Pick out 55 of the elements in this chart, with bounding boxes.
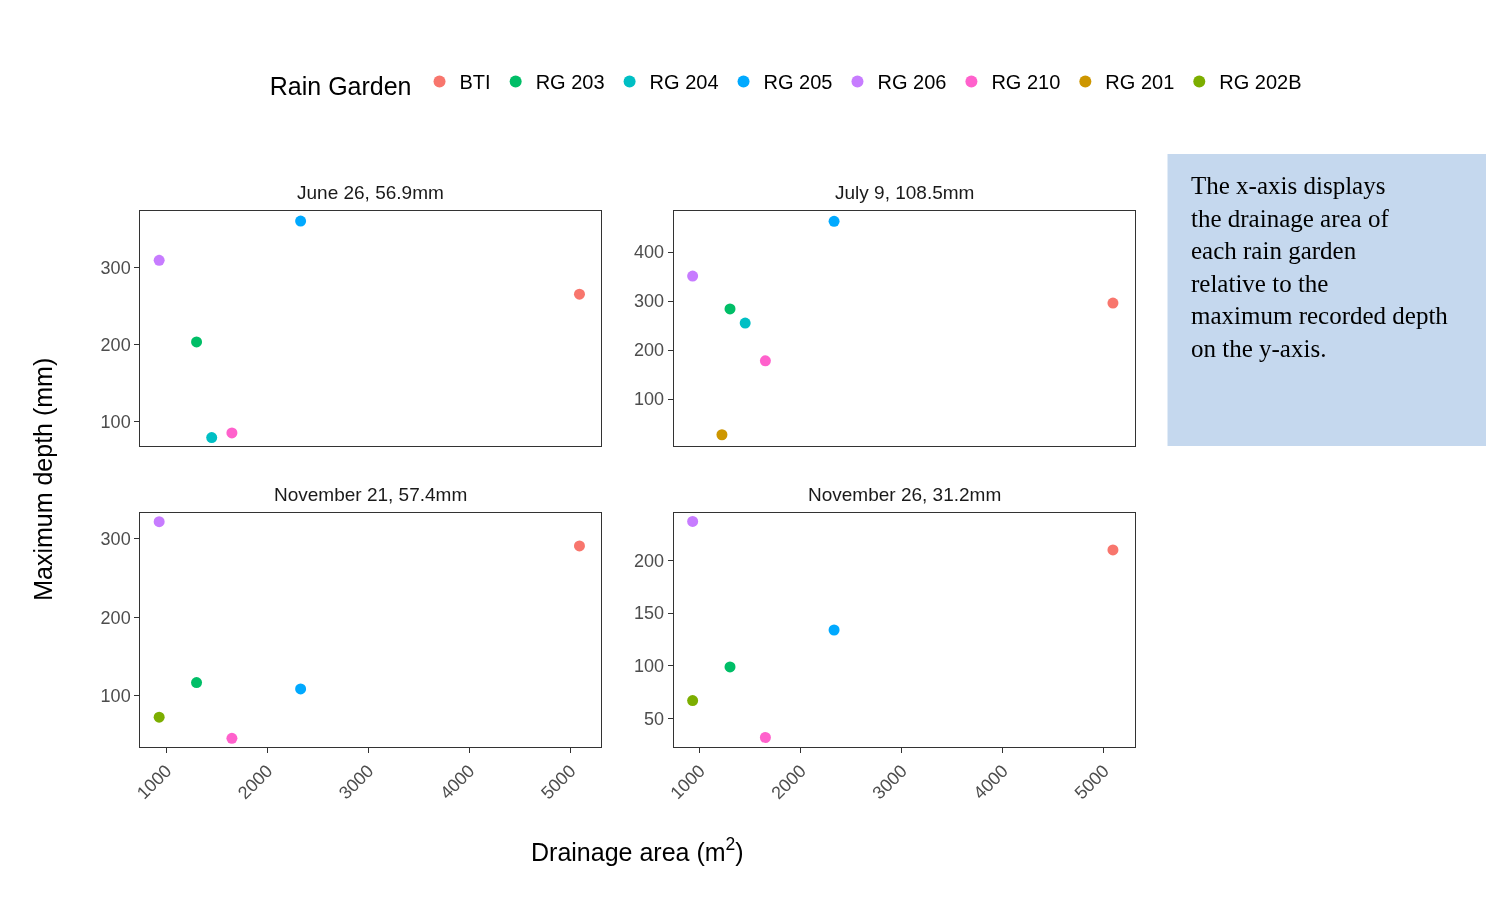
chart-title: June 26, 56.9mm: [297, 182, 444, 203]
point: [573, 288, 585, 300]
point: [206, 432, 218, 444]
y-tick-label: 50: [644, 708, 665, 729]
point: [191, 677, 203, 689]
y-tick-label: 200: [100, 607, 131, 628]
point: [739, 317, 751, 329]
point: [573, 540, 585, 552]
y-tick-label: 200: [634, 550, 665, 571]
point: [687, 270, 699, 282]
legend-label: RG 206: [877, 71, 947, 94]
point: [759, 355, 771, 367]
y-tick-label: 200: [100, 334, 131, 355]
chart-title: November 26, 31.2mm: [808, 484, 1002, 505]
legend-label: RG 205: [763, 71, 833, 94]
point: [759, 732, 771, 744]
y-tick-label: 300: [634, 291, 665, 312]
x-axis-title: Drainage area (m$^{2}$): [531, 834, 744, 866]
point: [295, 215, 307, 227]
chart-title: July 9, 108.5mm: [835, 182, 975, 203]
point: [1107, 544, 1119, 556]
legend-label: RG 210: [991, 71, 1061, 94]
point: [191, 336, 203, 348]
y-tick-label: 100: [100, 411, 131, 432]
legend-label: RG 202B: [1219, 71, 1302, 94]
y-tick-label: 100: [634, 656, 665, 677]
text: The x-axis displays the drainage area of each rain garden relative to the maximum recorded depth on the y-axis.: [1191, 172, 1449, 362]
point: [716, 429, 728, 441]
y-tick-label: 100: [100, 686, 131, 707]
point: [724, 303, 736, 315]
y-tick-label: 100: [634, 389, 665, 410]
point: [226, 732, 238, 744]
point: [687, 695, 699, 707]
legend-label: RG 204: [649, 71, 719, 94]
point: [828, 624, 840, 636]
y-tick-label: 300: [100, 529, 131, 550]
legend-label: RG 201: [1105, 71, 1175, 94]
legend-label: BTI: [459, 71, 491, 94]
y-axis-title: Maximum depth (mm): [28, 357, 57, 601]
point: [153, 254, 165, 266]
point: [153, 516, 165, 528]
y-tick-label: 400: [634, 242, 665, 263]
point: [153, 711, 165, 723]
point: [828, 215, 840, 227]
point: [295, 683, 307, 695]
y-tick-label: 300: [100, 257, 131, 278]
y-tick-label: 150: [634, 603, 665, 624]
legend-title: Rain Garden: [269, 71, 412, 100]
chart-title: November 21, 57.4mm: [274, 484, 468, 505]
point: [724, 661, 736, 673]
legend-label: RG 203: [535, 71, 605, 94]
point: [687, 515, 699, 527]
y-tick-label: 200: [634, 340, 665, 361]
point: [1107, 297, 1119, 309]
point: [226, 427, 238, 439]
